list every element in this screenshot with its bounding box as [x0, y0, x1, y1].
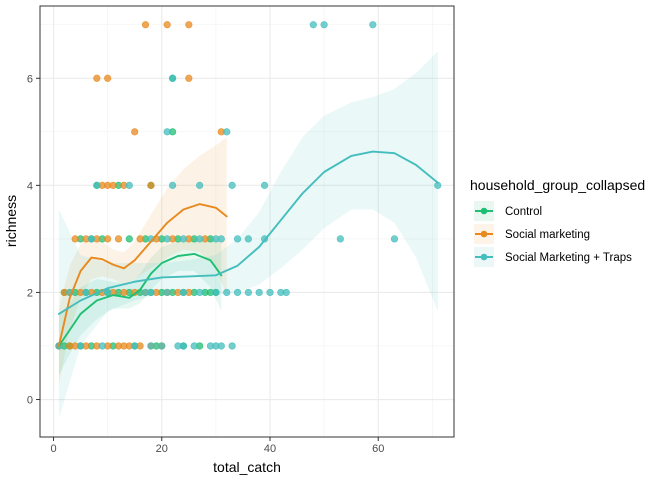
data-point	[136, 235, 144, 243]
confidence-bands	[58, 51, 438, 419]
smooth-line	[57, 150, 439, 315]
legend-key-point	[480, 207, 488, 215]
legend-key-point	[480, 253, 488, 261]
x-tick-label: 20	[156, 443, 168, 455]
data-point	[244, 235, 252, 243]
data-point	[266, 288, 274, 297]
data-point	[179, 288, 188, 297]
legend-item: Control	[474, 201, 542, 221]
data-point	[104, 235, 112, 243]
y-axis-title: richness	[3, 195, 19, 247]
legend-item: Social marketing	[474, 224, 590, 244]
data-point	[244, 288, 252, 297]
x-axis-title: total_catch	[213, 459, 281, 475]
smooth-line	[57, 252, 223, 347]
data-point	[109, 181, 117, 189]
plot-panel-background	[40, 6, 454, 437]
data-point	[196, 181, 204, 189]
data-point	[76, 342, 85, 350]
data-point	[168, 74, 177, 82]
y-tick-label: 2	[27, 287, 33, 299]
legend-key-point	[480, 230, 488, 238]
data-point	[125, 235, 133, 243]
smooth-line	[57, 203, 228, 347]
confidence-band	[58, 236, 222, 376]
data-point	[168, 181, 177, 189]
data-point	[228, 181, 236, 189]
data-point	[217, 235, 225, 243]
data-point	[104, 74, 112, 82]
data-point	[336, 235, 344, 243]
data-point	[320, 21, 328, 29]
legend-keys: Control Social marketing Social Marketing …	[474, 201, 632, 267]
data-point	[185, 21, 193, 29]
data-point	[390, 235, 399, 243]
data-point	[147, 181, 155, 189]
data-point	[309, 21, 317, 29]
data-point	[196, 235, 204, 243]
data-point	[212, 288, 220, 297]
x-tick-label: 60	[372, 443, 384, 455]
data-point	[228, 342, 236, 350]
data-point	[93, 74, 101, 82]
confidence-band	[58, 137, 227, 384]
data-point	[163, 128, 171, 136]
data-point	[179, 235, 188, 243]
data-point	[255, 288, 263, 297]
data-point	[131, 342, 139, 350]
data-point	[87, 235, 96, 243]
data-point	[217, 342, 225, 350]
y-tick-label: 6	[27, 73, 33, 85]
data-point	[223, 128, 231, 136]
data-point	[147, 288, 155, 297]
legend-item: Social Marketing + Traps	[474, 247, 632, 267]
data-point	[98, 342, 106, 350]
data-point	[131, 128, 139, 136]
data-point	[196, 288, 204, 297]
data-point	[71, 235, 79, 243]
data-point	[369, 21, 377, 29]
data-point	[163, 288, 171, 297]
smooth-lines	[57, 150, 439, 347]
data-point	[120, 288, 128, 297]
y-tick-label: 4	[27, 180, 33, 192]
x-tick-label: 40	[264, 443, 276, 455]
legend-title: household_group_collapsed	[470, 177, 645, 193]
data-point	[82, 288, 90, 297]
y-axis-ticks: 0 2 4 6	[27, 73, 40, 407]
data-point	[179, 342, 188, 350]
data-point	[185, 74, 193, 82]
data-point	[141, 21, 150, 29]
data-point	[260, 181, 269, 189]
x-tick-label: 0	[50, 443, 56, 455]
plot-panel-border	[39, 5, 455, 438]
confidence-band	[58, 51, 438, 419]
legend: household_group_collapsed Control Social …	[470, 177, 645, 267]
data-point	[233, 235, 242, 243]
x-axis-ticks: 0 20 40 60	[50, 437, 384, 455]
legend-label: Social Marketing + Traps	[505, 252, 632, 264]
y-tick-label: 0	[27, 395, 33, 407]
data-point	[282, 288, 290, 297]
data-point	[163, 21, 171, 29]
data-point	[147, 342, 155, 350]
data-point	[93, 181, 101, 189]
data-point	[163, 235, 171, 243]
data-point	[223, 288, 231, 297]
data-point	[114, 235, 123, 243]
data-point	[125, 181, 133, 189]
data-point	[190, 342, 198, 350]
data-point	[158, 342, 166, 350]
legend-label: Control	[505, 206, 542, 218]
data-point	[233, 288, 242, 297]
legend-label: Social marketing	[505, 229, 590, 241]
